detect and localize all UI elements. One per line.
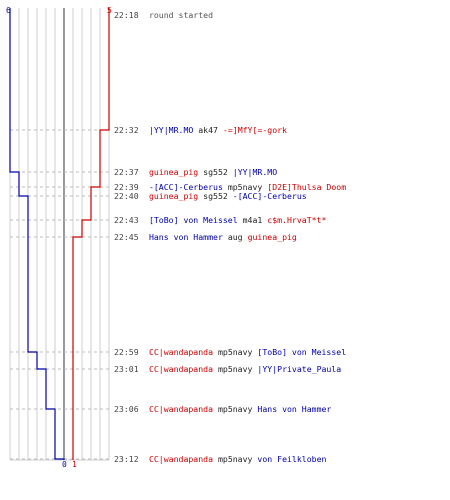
weapon-name: mp5navy	[217, 454, 253, 464]
killer-name: CC|wandapanda	[148, 347, 214, 357]
blue-team-alive-line	[9, 8, 65, 460]
kill-log-row: 22:43 [ToBo] von Meissel m4a1 c$m.HrvaT*…	[114, 215, 326, 226]
victim-name: -[ACC]-Cerberus	[232, 191, 307, 201]
event-time: 22:59	[114, 347, 139, 357]
killer-name: Hans von Hammer	[148, 232, 223, 242]
victim-name: guinea_pig	[247, 232, 297, 242]
weapon-name: ak47	[198, 125, 218, 135]
event-time: 23:06	[114, 404, 139, 414]
victim-name: Hans von Hammer	[257, 404, 332, 414]
kill-log-row: 22:59 CC|wandapanda mp5navy [ToBo] von M…	[114, 347, 346, 358]
event-time: 22:37	[114, 167, 139, 177]
blue-start-count: 6	[6, 6, 11, 15]
event-time: 22:18	[114, 10, 139, 20]
killer-name: [ToBo] von Meissel	[148, 215, 238, 225]
weapon-name: sg552	[203, 191, 228, 201]
kill-log-row: 22:18 round started	[114, 10, 213, 21]
red-team-alive-line	[72, 8, 110, 460]
victim-name: von Feilkloben	[257, 454, 327, 464]
kill-log-row: 23:06 CC|wandapanda mp5navy Hans von Ham…	[114, 404, 331, 415]
victim-name: |YY|Private_Paula	[257, 364, 342, 374]
victim-name: -=]MfY[=-gork	[222, 125, 287, 135]
event-time: 23:12	[114, 454, 139, 464]
weapon-name: mp5navy	[217, 404, 253, 414]
kill-log-row: 22:45 Hans von Hammer aug guinea_pig	[114, 232, 297, 243]
red-start-count: 5	[107, 6, 112, 15]
event-time: 22:32	[114, 125, 139, 135]
victim-name: [ToBo] von Meissel	[257, 347, 347, 357]
victim-name: |YY|MR.MO	[232, 167, 278, 177]
weapon-name: mp5navy	[227, 182, 263, 192]
killer-name: CC|wandapanda	[148, 404, 214, 414]
kill-log-row: 23:01 CC|wandapanda mp5navy |YY|Private_…	[114, 364, 341, 375]
weapon-name: sg552	[203, 167, 228, 177]
killer-name: |YY|MR.MO	[148, 125, 194, 135]
killer-name: -[ACC]-Cerberus	[148, 182, 223, 192]
victim-name: [D2E]Thulsa Doom	[267, 182, 347, 192]
killer-name: CC|wandapanda	[148, 454, 214, 464]
kill-log-row: 22:32 |YY|MR.MO ak47 -=]MfY[=-gork	[114, 125, 287, 136]
killer-name: CC|wandapanda	[148, 364, 214, 374]
event-time: 22:39	[114, 182, 139, 192]
victim-name: c$m.HrvaT*t*	[267, 215, 327, 225]
kill-log-row: 22:37 guinea_pig sg552 |YY|MR.MO	[114, 167, 277, 178]
event-note: round started	[148, 10, 214, 20]
red-end-count: 1	[72, 460, 77, 469]
weapon-name: mp5navy	[217, 364, 253, 374]
weapon-name: aug	[227, 232, 243, 242]
event-time: 22:40	[114, 191, 139, 201]
killer-name: guinea_pig	[148, 167, 199, 177]
weapon-name: mp5navy	[217, 347, 253, 357]
event-time: 22:45	[114, 232, 139, 242]
event-time: 23:01	[114, 364, 139, 374]
kill-log-row: 22:39 -[ACC]-Cerberus mp5navy [D2E]Thuls…	[114, 182, 346, 193]
killer-name: guinea_pig	[148, 191, 199, 201]
blue-end-count: 0	[62, 460, 67, 469]
event-time: 22:43	[114, 215, 139, 225]
kill-log-row: 22:40 guinea_pig sg552 -[ACC]-Cerberus	[114, 191, 307, 202]
kill-log-row: 23:12 CC|wandapanda mp5navy von Feilklob…	[114, 454, 326, 465]
weapon-name: m4a1	[242, 215, 263, 225]
